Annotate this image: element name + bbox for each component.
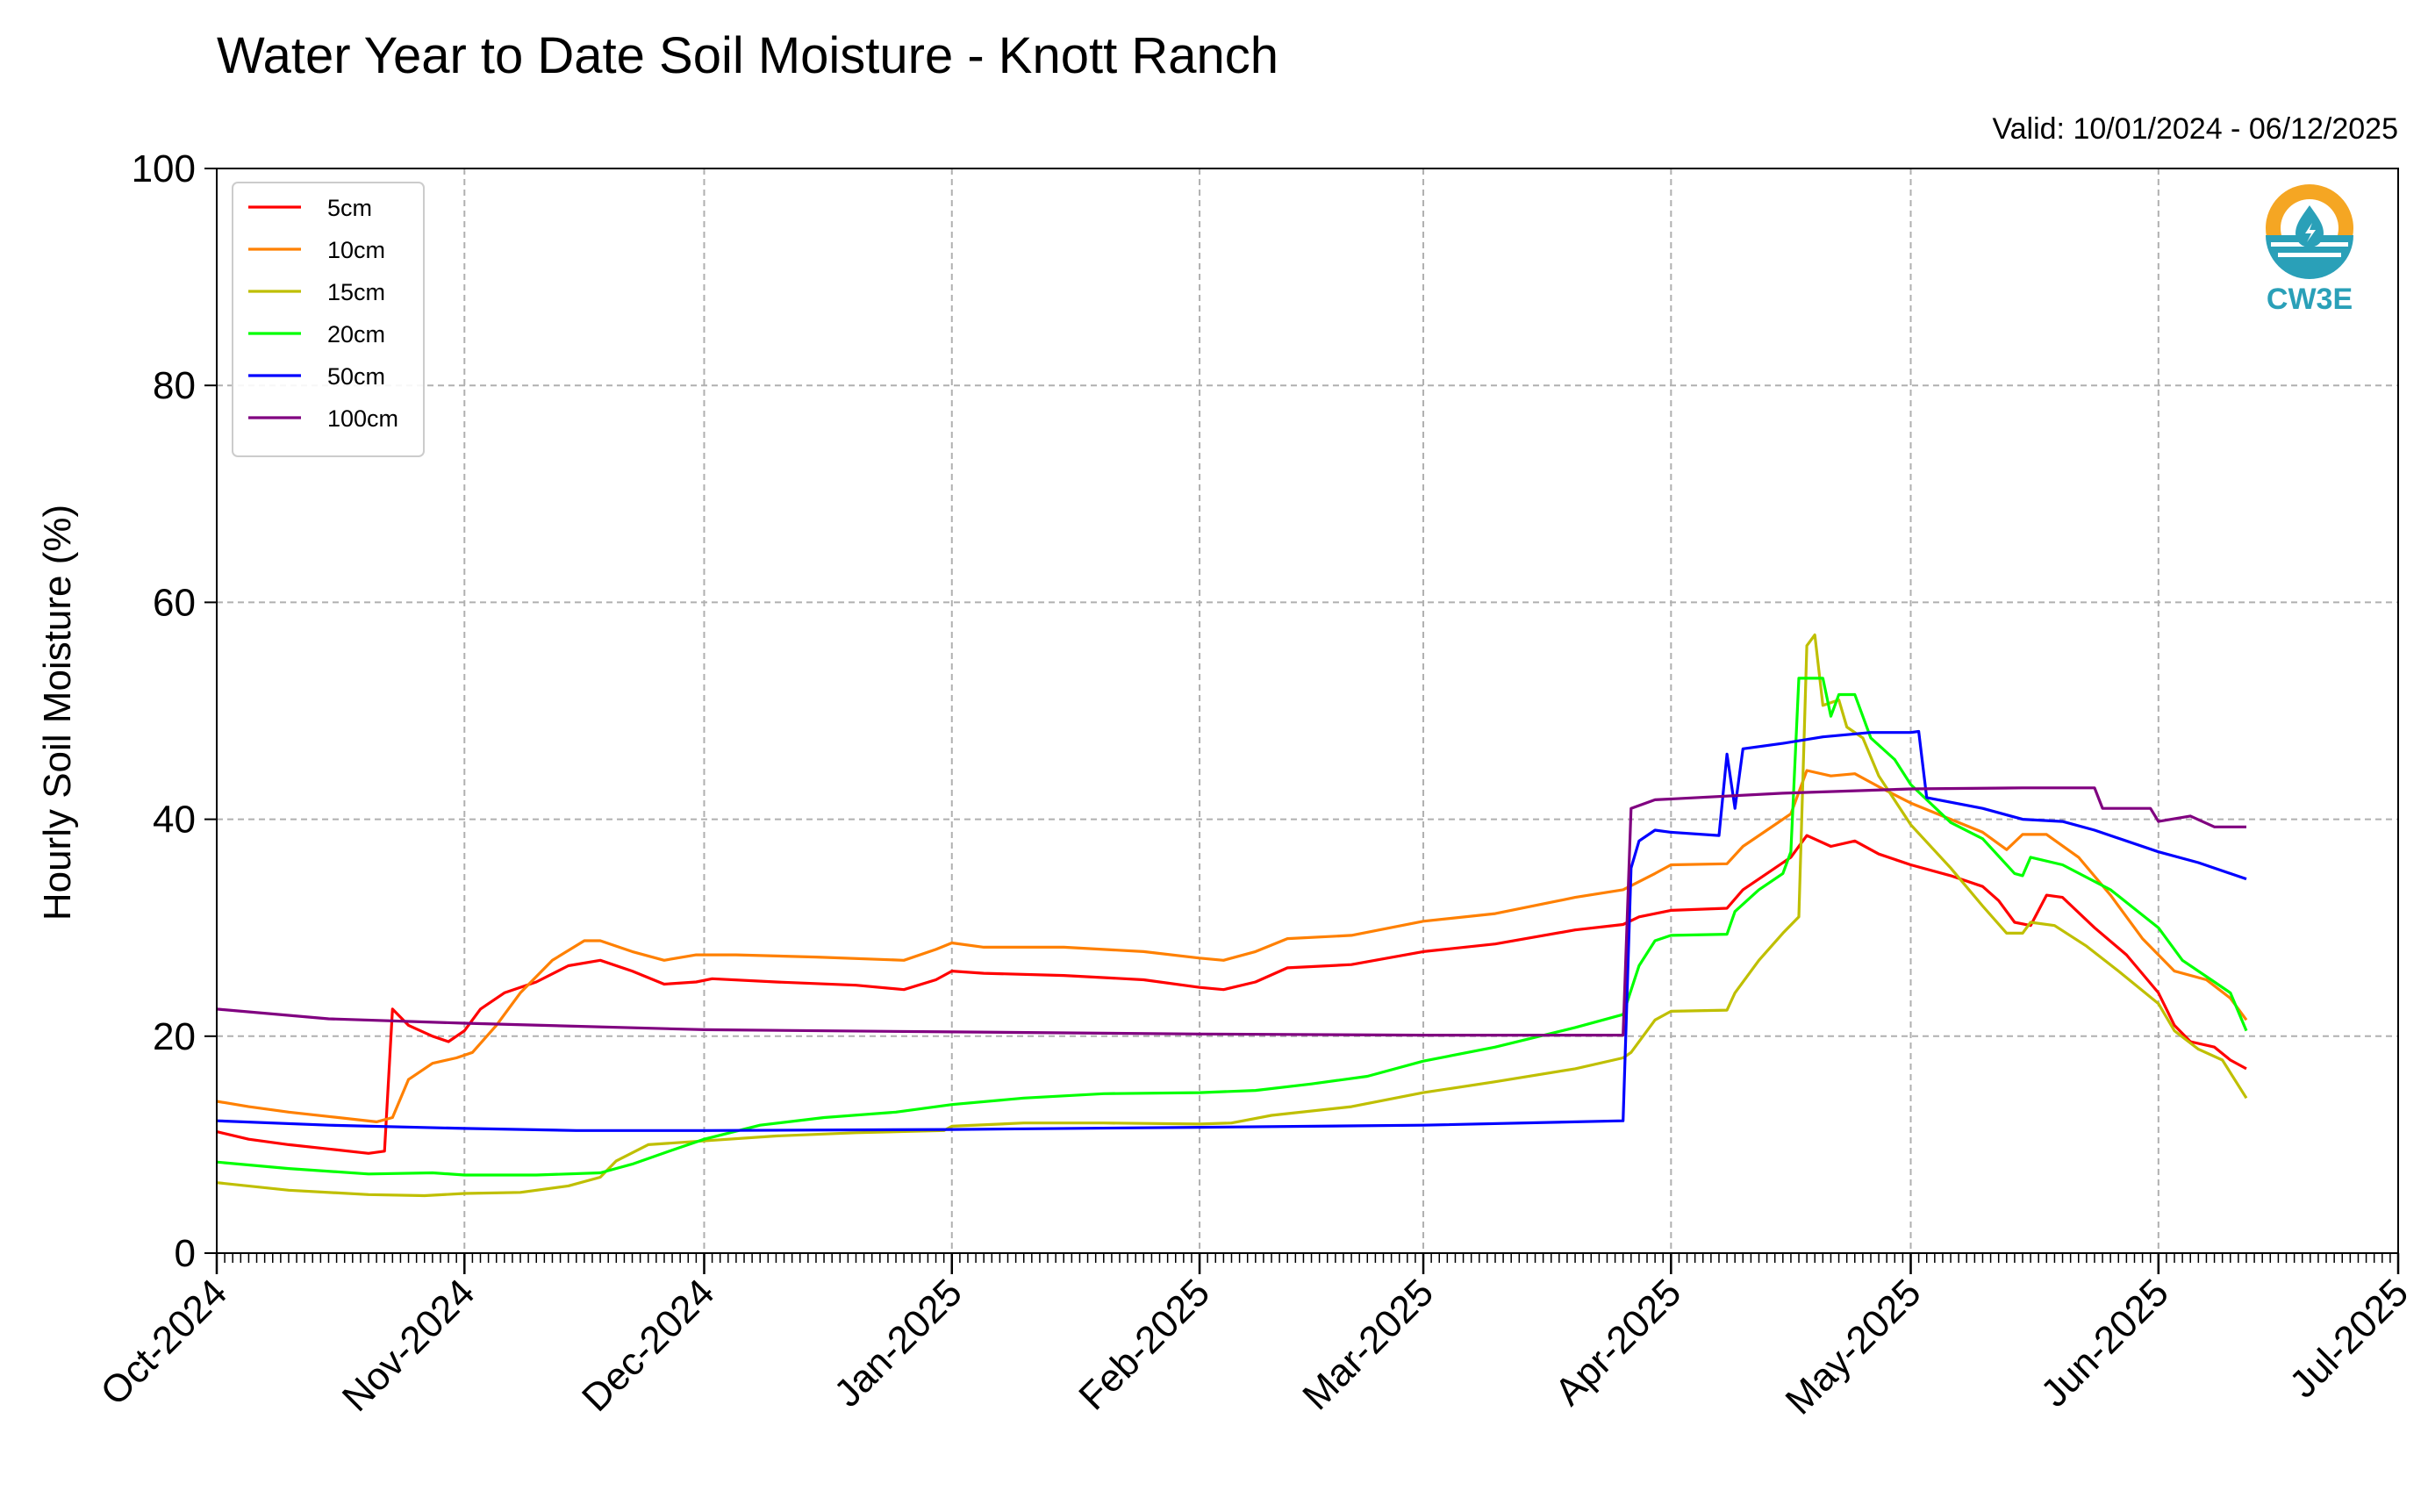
- legend-entry-100cm: 100cm: [327, 405, 398, 432]
- axis-ticks: 0 20 40 60 80 100 Oct-2024 Nov-2024 Dec-2024 Jan-…: [92, 147, 2417, 1422]
- y-tick-label: 0: [175, 1232, 196, 1275]
- x-tick-label: Dec-2024: [574, 1271, 723, 1420]
- x-tick-label: Jan-2025: [826, 1271, 970, 1415]
- series-line-50cm: [216, 729, 2247, 1132]
- logo-drop-icon: [2295, 205, 2324, 247]
- grid-lines: [217, 168, 2398, 1253]
- x-tick-label: May-2025: [1778, 1271, 1930, 1422]
- legend-entry-50cm: 50cm: [327, 363, 385, 390]
- series-line-5cm: [216, 834, 2247, 1155]
- legend-entry-20cm: 20cm: [327, 321, 385, 348]
- x-tick-label: Jun-2025: [2032, 1271, 2176, 1415]
- x-tick-label: Jul-2025: [2281, 1271, 2417, 1406]
- cw3e-logo: CW3E: [2266, 184, 2353, 316]
- x-tick-label: Nov-2024: [334, 1271, 483, 1420]
- y-tick-label: 60: [153, 581, 196, 624]
- series-line-100cm: [216, 786, 2246, 1037]
- x-tick-label: Apr-2025: [1547, 1271, 1690, 1414]
- plot-frame: [216, 168, 2399, 1254]
- legend-box: [232, 182, 425, 457]
- valid-date-range: Valid: 10/01/2024 - 06/12/2025: [1992, 112, 2398, 146]
- logo-text: CW3E: [2267, 283, 2353, 316]
- y-tick-label: 100: [132, 147, 196, 190]
- legend-entry-10cm: 10cm: [327, 237, 385, 263]
- series-line-15cm: [216, 633, 2248, 1198]
- series-lines: [216, 633, 2248, 1198]
- y-tick-label: 80: [153, 364, 196, 407]
- x-tick-label: Feb-2025: [1071, 1271, 1218, 1418]
- legend: 5cm 10cm 15cm 20cm 50cm 100cm: [232, 182, 425, 457]
- legend-entry-15cm: 15cm: [327, 279, 385, 305]
- chart-title: Water Year to Date Soil Moisture - Knott…: [217, 27, 1278, 84]
- y-axis-label: Hourly Soil Moisture (%): [36, 505, 79, 921]
- y-tick-label: 20: [153, 1015, 196, 1058]
- x-tick-label: Oct-2024: [92, 1271, 235, 1414]
- y-tick-label: 40: [153, 799, 196, 842]
- x-tick-label: Mar-2025: [1294, 1271, 1442, 1418]
- series-line-20cm: [216, 677, 2248, 1177]
- series-line-10cm: [216, 769, 2248, 1123]
- legend-entry-5cm: 5cm: [327, 195, 372, 221]
